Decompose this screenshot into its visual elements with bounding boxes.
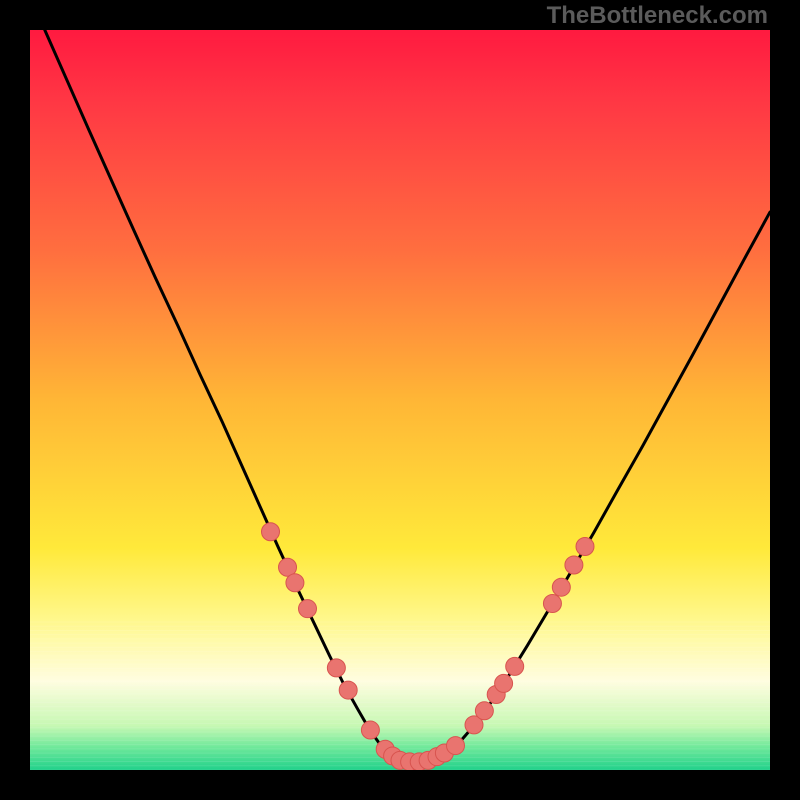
data-marker: [475, 702, 493, 720]
data-marker: [299, 600, 317, 618]
plot-area: [30, 30, 770, 770]
data-markers: [262, 523, 595, 770]
data-marker: [361, 721, 379, 739]
data-marker: [543, 595, 561, 613]
data-marker: [262, 523, 280, 541]
data-marker: [565, 556, 583, 574]
chart-svg: [30, 30, 770, 770]
data-marker: [286, 574, 304, 592]
data-marker: [552, 578, 570, 596]
data-marker: [576, 538, 594, 556]
data-marker: [339, 681, 357, 699]
data-marker: [447, 737, 465, 755]
watermark-text: TheBottleneck.com: [547, 2, 768, 30]
data-marker: [495, 674, 513, 692]
stripe-band: [30, 622, 770, 770]
data-marker: [506, 657, 524, 675]
data-marker: [327, 659, 345, 677]
bottleneck-curve: [45, 30, 770, 763]
